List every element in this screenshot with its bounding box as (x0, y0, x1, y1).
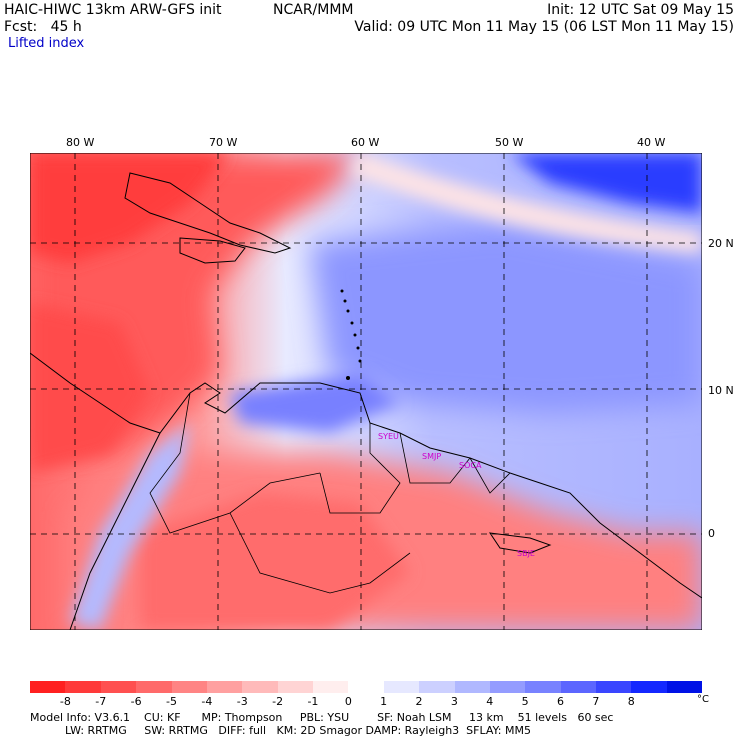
lon-label: 80 W (66, 136, 95, 149)
colorbar-swatch (242, 681, 278, 693)
init-time: Init: 12 UTC Sat 09 May 15 (547, 2, 734, 18)
valid-time: Valid: 09 UTC Mon 11 May 15 (06 LST Mon … (354, 19, 734, 35)
colorbar-swatch (313, 681, 349, 693)
colorbar-tick-label: -8 (59, 695, 71, 708)
colorbar-swatch (30, 681, 66, 693)
colorbar-tick-label: -4 (201, 695, 213, 708)
lat-label: 20 N (708, 237, 734, 250)
colorbar-tick-label: -5 (165, 695, 177, 708)
colorbar-unit: °C (697, 694, 709, 705)
colorbar-swatch (65, 681, 101, 693)
colorbar-swatch (489, 681, 526, 693)
lon-label: 50 W (495, 136, 524, 149)
colorbar-tick-label: -2 (272, 695, 284, 708)
colorbar-swatch (596, 681, 632, 693)
colorbar-tick-label: 5 (521, 695, 529, 708)
colorbar-tick-label: -6 (130, 695, 142, 708)
lifted-index-map (30, 153, 702, 630)
stable-band-andes (70, 423, 190, 630)
colorbar-swatch (560, 681, 596, 693)
colorbar (30, 681, 703, 693)
colorbar-tick-label: 8 (627, 695, 635, 708)
colorbar-tick-label: -3 (236, 695, 248, 708)
model-title: HAIC-HIWC 13km ARW-GFS init (4, 2, 222, 18)
stable-band-caribbean (230, 373, 400, 433)
colorbar-swatch (171, 681, 207, 693)
model-info-line1: Model Info: V3.6.1 CU: KF MP: Thompson P… (30, 711, 614, 724)
colorbar-tick-label: 1 (380, 695, 388, 708)
station-label: SBJE (517, 549, 535, 558)
forecast-hour: Fcst: 45 h (4, 19, 82, 35)
country-borders (149, 392, 511, 594)
colorbar-swatch (100, 681, 137, 693)
graticule (30, 153, 702, 630)
lesser-antilles (340, 289, 362, 380)
lon-label: 70 W (209, 136, 238, 149)
station-label: SYEU (378, 432, 399, 441)
org-label: NCAR/MMM (273, 2, 354, 18)
lon-label: 40 W (637, 136, 666, 149)
colorbar-tick-label: 6 (557, 695, 565, 708)
colorbar-tick-label: 0 (344, 695, 352, 708)
stable-region-central (310, 223, 702, 413)
colorbar-swatch (136, 681, 172, 693)
coastlines (30, 172, 702, 630)
unstable-region-amazon (140, 493, 410, 630)
colorbar-swatch (383, 681, 420, 693)
stable-region-ne (510, 153, 702, 213)
colorbar-swatch (631, 681, 667, 693)
colorbar-tick-label: -1 (307, 695, 319, 708)
unstable-region-w (30, 303, 150, 473)
colorbar-swatch (348, 681, 384, 693)
colorbar-swatch (666, 681, 703, 693)
neutral-streak (350, 153, 702, 253)
colorbar-swatch (454, 681, 490, 693)
colorbar-tick-label: -7 (95, 695, 107, 708)
colorbar-swatch (419, 681, 455, 693)
model-info-line2: LW: RRTMG SW: RRTMG DIFF: full KM: 2D Sm… (30, 724, 531, 737)
station-label: SOCA (459, 461, 482, 470)
colorbar-tick-label: 4 (486, 695, 494, 708)
colorbar-tick-label: 3 (450, 695, 458, 708)
colorbar-swatch (277, 681, 313, 693)
colorbar-swatch (525, 681, 561, 693)
colorbar-tick-label: 2 (415, 695, 423, 708)
field-name: Lifted index (8, 36, 85, 51)
very-unstable-core (30, 153, 230, 263)
station-label: SMJP (422, 452, 442, 461)
colorbar-tick-label: 7 (592, 695, 600, 708)
lon-label: 60 W (351, 136, 380, 149)
lat-label: 10 N (708, 384, 734, 397)
colorbar-swatch (206, 681, 243, 693)
lat-label: 0 (708, 527, 715, 540)
